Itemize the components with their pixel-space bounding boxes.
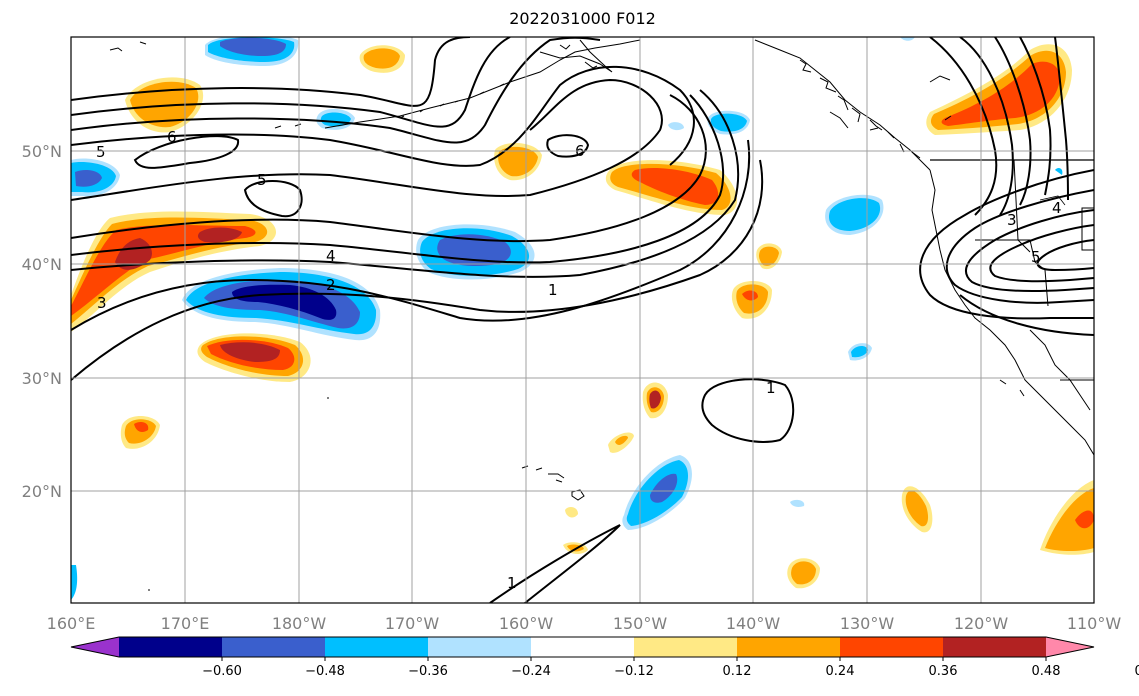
- colorbar-segment: [737, 637, 841, 657]
- colorbar-segment: [943, 637, 1047, 657]
- colorbar-tick-label: −0.24: [511, 664, 551, 679]
- colorbar-segment: [119, 637, 223, 657]
- colorbar-tick-label: −0.12: [614, 664, 654, 679]
- colorbar-tick-label: 0.60: [1135, 664, 1139, 679]
- colorbar-outline: [70, 636, 1095, 658]
- colorbar-segment: [325, 637, 429, 657]
- x-tick-label: 150°W: [613, 614, 668, 633]
- anomaly-fill-region: [851, 346, 868, 358]
- colorbar-extend-high: [1046, 637, 1094, 657]
- colorbar-tick-label: −0.48: [305, 664, 345, 679]
- anomaly-fill-region: [565, 506, 578, 518]
- contour-label: 1: [507, 574, 517, 592]
- contour-label: 1: [548, 281, 558, 299]
- anomaly-fill-region: [75, 170, 102, 187]
- colorbar-tick-label: 0.48: [1032, 664, 1061, 679]
- anomaly-fill-region: [615, 435, 628, 445]
- contour-label: 4: [1052, 199, 1062, 217]
- anomaly-fill-region: [631, 168, 719, 205]
- colorbar-segment: [634, 637, 738, 657]
- anomaly-fill-region: [220, 342, 280, 362]
- coastline-layer: [109, 39, 1094, 591]
- anomaly-fill-region: [130, 81, 199, 128]
- anomaly-fill-region: [71, 225, 256, 316]
- anomaly-fill-region: [134, 422, 149, 432]
- plot-frame: [70, 36, 1095, 604]
- gridlines: [71, 37, 1094, 603]
- anomaly-fill-region: [363, 48, 400, 69]
- colorbar-segment: [222, 637, 326, 657]
- x-tick-label: 160°W: [499, 614, 554, 633]
- contour-label: 2: [326, 276, 336, 294]
- y-tick-label: 50°N: [22, 142, 62, 161]
- anomaly-fill-region: [1075, 510, 1094, 529]
- contour-label: 5: [1031, 248, 1041, 266]
- anomaly-fill-region: [498, 146, 538, 177]
- anomaly-fill-region: [71, 565, 78, 600]
- x-axis-labels: 160°E 170°E 180°W 170°W 160°W 150°W 140°…: [47, 614, 1122, 633]
- colorbar-tick-label: 0.12: [723, 664, 752, 679]
- contour-label: 4: [326, 247, 336, 265]
- contour-label: 5: [257, 171, 267, 189]
- y-tick-label: 20°N: [22, 482, 62, 501]
- anomaly-fill-layer: [71, 37, 1094, 600]
- colorbar-tick-label: −0.60: [202, 664, 242, 679]
- anomaly-fill-region: [1045, 488, 1094, 551]
- anomaly-fill-region: [220, 37, 286, 56]
- contour-label: 3: [97, 294, 107, 312]
- anomaly-fill-region: [649, 390, 661, 409]
- contour-label: 3: [1007, 211, 1017, 229]
- x-tick-label: 170°W: [385, 614, 440, 633]
- colorbar-segment: [531, 637, 635, 657]
- x-tick-label: 120°W: [954, 614, 1009, 633]
- x-tick-label: 180°W: [272, 614, 327, 633]
- x-tick-label: 140°W: [726, 614, 781, 633]
- anomaly-fill-region: [791, 561, 816, 585]
- anomaly-fill-region: [1055, 167, 1063, 175]
- colorbar-segment: [840, 637, 944, 657]
- y-tick-label: 40°N: [22, 255, 62, 274]
- anomaly-fill-region: [115, 238, 152, 270]
- contour-label: 5: [96, 143, 106, 161]
- anomaly-fill-region: [197, 227, 242, 243]
- anomaly-fill-region: [900, 37, 915, 41]
- map-title: 2022031000 F012: [509, 9, 656, 28]
- y-tick-label: 30°N: [22, 369, 62, 388]
- anomaly-fill-region: [905, 490, 929, 527]
- y-axis-labels: 50°N 40°N 30°N 20°N: [22, 142, 62, 501]
- x-tick-label: 170°E: [161, 614, 210, 633]
- colorbar-tick-label: −0.36: [408, 664, 448, 679]
- colorbar-segment: [428, 637, 532, 657]
- anomaly-fill-region: [941, 61, 1060, 127]
- colorbar: −0.60 −0.48 −0.36 −0.24 −0.12 0.12 0.24 0.36 0.4…: [70, 636, 1139, 679]
- anomaly-fill-region: [742, 290, 758, 301]
- x-tick-label: 160°E: [47, 614, 96, 633]
- anomaly-fill-region: [650, 473, 678, 503]
- anomaly-fill-region: [759, 246, 779, 266]
- anomaly-fill-region: [710, 113, 747, 132]
- x-tick-label: 110°W: [1067, 614, 1122, 633]
- anomaly-fill-region: [790, 499, 805, 507]
- colorbar-tick-label: 0.24: [826, 664, 855, 679]
- contour-label-layer: 5 6 5 6 4 2 3 1 1 1 3 4 5: [96, 128, 1062, 592]
- x-tick-label: 130°W: [840, 614, 895, 633]
- contour-label: 6: [167, 128, 177, 146]
- colorbar-extend-low: [71, 637, 119, 657]
- contour-label: 1: [766, 379, 776, 397]
- contour-layer: [71, 37, 1094, 603]
- colorbar-tick-label: 0.36: [929, 664, 958, 679]
- anomaly-fill-region: [668, 122, 684, 131]
